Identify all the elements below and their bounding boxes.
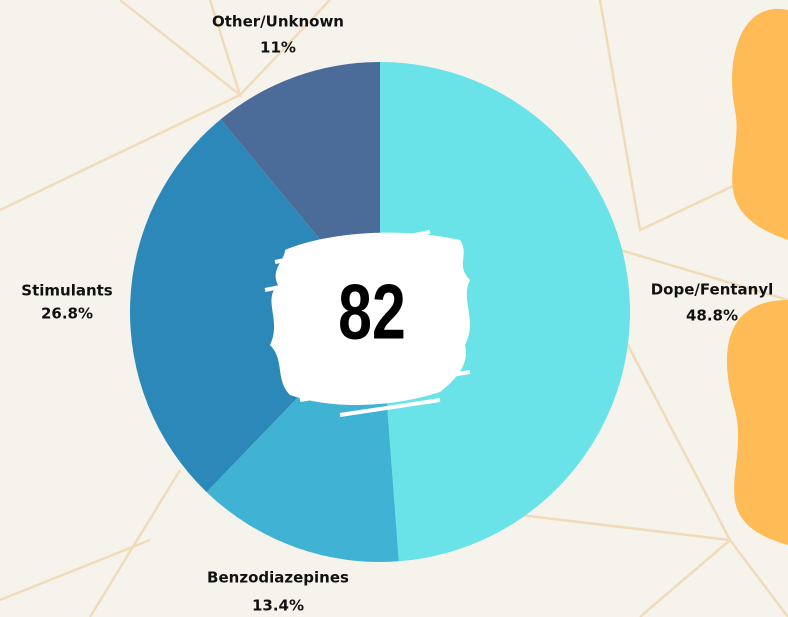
slice-label: Stimulants xyxy=(21,282,113,300)
slice-value-label: 13.4% xyxy=(252,597,304,615)
slice-value-label: 26.8% xyxy=(41,305,93,323)
brush-streaks xyxy=(264,230,471,417)
center-total: 82 xyxy=(338,268,406,355)
slice-value-label: 11% xyxy=(260,39,296,57)
brush-stroke xyxy=(270,232,470,406)
slice-value-label: 48.8% xyxy=(686,307,738,325)
slice-label: Other/Unknown xyxy=(212,13,344,31)
pie-slice xyxy=(380,62,631,562)
slice-label: Benzodiazepines xyxy=(207,569,349,587)
orange-blobs xyxy=(726,8,788,545)
pie-slice xyxy=(130,119,380,493)
slice-label: Dope/Fentanyl xyxy=(651,281,774,299)
